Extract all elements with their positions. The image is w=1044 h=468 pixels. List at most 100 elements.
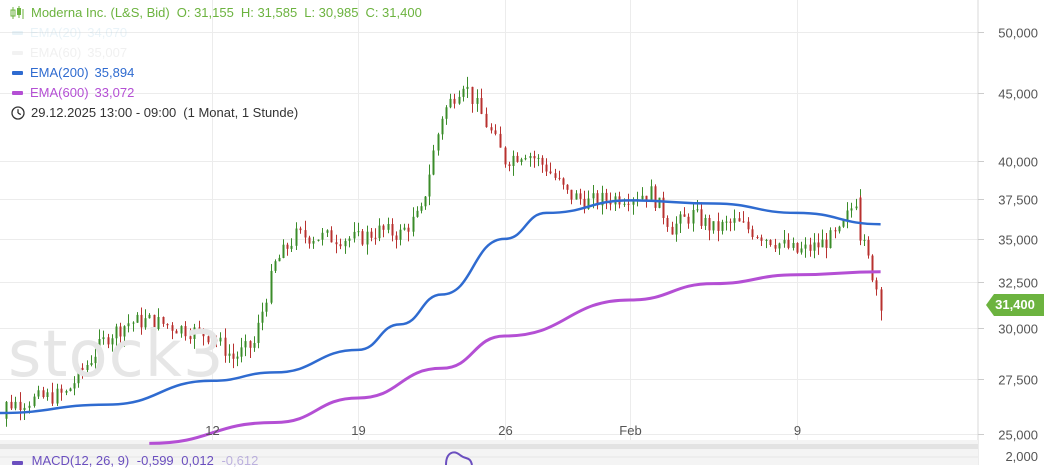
candle-body (666, 218, 669, 227)
candle-body (774, 245, 777, 249)
candle-body (554, 173, 557, 178)
candle-body (102, 337, 105, 340)
candle-body (202, 328, 205, 337)
candle-body (817, 242, 820, 248)
candle-body (480, 98, 483, 114)
macd-tick-label: 2,000 (1005, 449, 1038, 464)
candle-body (278, 257, 281, 262)
candle-body (60, 388, 63, 393)
candle-body (157, 317, 160, 329)
candle-body (721, 221, 724, 231)
candle-body (407, 227, 410, 232)
candle-body (545, 164, 548, 172)
candle-body (575, 193, 578, 200)
candle-body (107, 337, 110, 345)
candle-body (353, 231, 356, 239)
candle-body (361, 231, 364, 245)
horizontal-gridlines (0, 32, 978, 435)
ema20-swatch (12, 31, 23, 35)
candle-body (747, 221, 750, 230)
candle-body (760, 237, 763, 241)
candle-body (587, 198, 590, 209)
candle-body (441, 118, 444, 135)
x-tick-label: 12 (205, 423, 219, 438)
candle-body (566, 184, 569, 190)
ema60-label: EMA(60) (30, 45, 82, 60)
legend-ema600[interactable]: EMA(600) 33,072 (10, 83, 429, 103)
ema20-value: 34,070 (87, 25, 128, 40)
legend-ema200[interactable]: EMA(200) 35,894 (10, 63, 429, 83)
clock-icon (11, 106, 25, 120)
candle-body (261, 311, 264, 323)
candle-body (348, 238, 351, 241)
candle-body (211, 339, 214, 343)
legend-ema20[interactable]: EMA(20) 34,070 (10, 23, 429, 43)
candle-body (765, 240, 768, 241)
candle-body (533, 156, 536, 159)
candle-body (42, 390, 45, 397)
candle-body (641, 195, 644, 200)
ema600-swatch (12, 91, 23, 95)
candle-body (769, 240, 772, 245)
candle-body (136, 314, 139, 323)
candle-body (829, 230, 832, 248)
candle-body (46, 392, 49, 397)
macd-label: MACD(12, 26, 9) (31, 453, 130, 468)
candle-body (871, 255, 874, 281)
candle-body (175, 330, 178, 334)
candle-body (98, 339, 101, 357)
ema200-label: EMA(200) (30, 65, 89, 80)
ema200-line (0, 199, 881, 415)
ema60-value: 35,007 (87, 45, 128, 60)
candle-body (875, 280, 878, 290)
candle-body (249, 341, 252, 348)
candle-body (508, 164, 511, 166)
candle-body (162, 317, 165, 324)
candle-body (339, 244, 342, 247)
candle-body (189, 336, 192, 340)
candle-body (94, 356, 97, 364)
candle-body (391, 224, 394, 236)
candle-body (650, 186, 653, 200)
current-price-tag: 31,400 (986, 294, 1044, 316)
macd-legend[interactable]: MACD(12, 26, 9) -0,599 0,012 -0,612 (10, 453, 262, 468)
x-tick-label: Feb (619, 423, 641, 438)
candle-body (81, 367, 84, 370)
candle-body (449, 98, 452, 108)
x-tick-label: 19 (351, 423, 365, 438)
candle-body (683, 214, 686, 217)
candle-body (219, 337, 222, 342)
candle-body (5, 401, 8, 410)
date-range-row[interactable]: 29.12.2025 13:00 - 09:00 (1 Monat, 1 Stu… (10, 103, 429, 123)
candle-body (19, 401, 22, 410)
candle-body (605, 192, 608, 201)
candle-body (257, 322, 260, 343)
candle-body (432, 150, 435, 175)
candle-body (228, 353, 231, 356)
candle-body (778, 243, 781, 249)
legend-ema60[interactable]: EMA(60) 35,007 (10, 43, 429, 63)
y-tick-label: 25,000 (998, 428, 1038, 443)
candle-body (855, 206, 858, 209)
candle-body (395, 235, 398, 240)
candle-body (520, 159, 523, 162)
candle-body (562, 178, 565, 185)
macd-value-1: -0,599 (136, 453, 174, 468)
candle-body (290, 245, 293, 249)
candle-body (119, 326, 122, 337)
candle-body (56, 388, 59, 404)
candle-body (420, 206, 423, 211)
candle-body (344, 240, 347, 247)
candle-body (132, 322, 135, 324)
candle-body (445, 107, 448, 119)
ema200-swatch (12, 71, 23, 75)
candle-body (462, 88, 465, 97)
candle-body (838, 226, 841, 232)
candle-body (579, 193, 582, 199)
y-tick-label: 37,500 (998, 193, 1038, 208)
candle-body (712, 221, 715, 231)
candlestick-type-icon[interactable] (10, 6, 25, 20)
candle-body (834, 230, 837, 232)
y-tick-label: 50,000 (998, 26, 1038, 41)
